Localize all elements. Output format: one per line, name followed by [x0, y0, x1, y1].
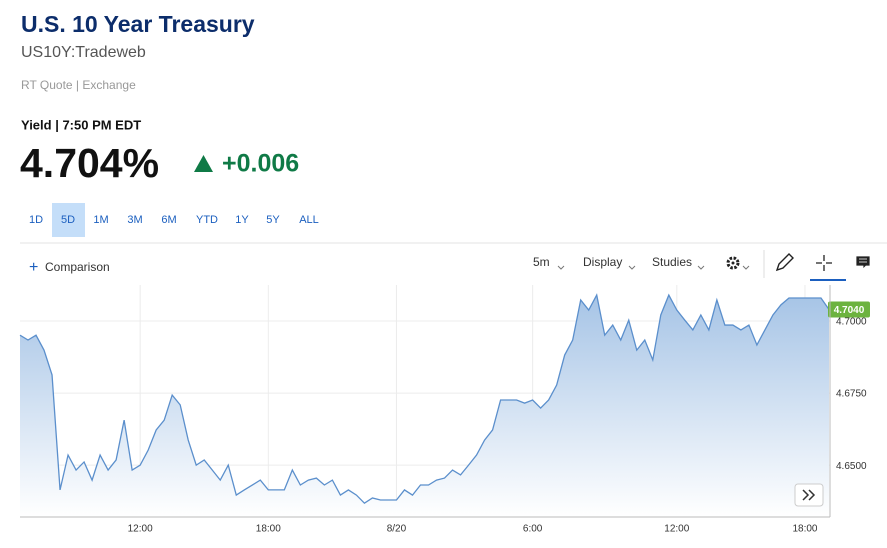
- range-button[interactable]: 1Y: [235, 214, 249, 226]
- plus-icon: +: [29, 259, 38, 276]
- area: [20, 295, 829, 517]
- symbol: US10Y:Tradeweb: [21, 44, 146, 61]
- title: U.S. 10 Year Treasury: [21, 11, 255, 37]
- chevron: [557, 265, 565, 270]
- x-tick-label: 12:00: [664, 524, 689, 535]
- range-button[interactable]: 6M: [161, 214, 176, 226]
- draw-icon[interactable]: [775, 253, 794, 272]
- x-tick-label: 6:00: [523, 524, 543, 535]
- notes-icon[interactable]: [855, 255, 871, 270]
- y-tick-label: 4.6500: [836, 461, 867, 472]
- x-tick-label: 18:00: [792, 524, 817, 535]
- quote-source: RT Quote | Exchange: [21, 78, 136, 92]
- chevron: [628, 265, 636, 270]
- range-button[interactable]: YTD: [196, 214, 218, 226]
- scroll-button[interactable]: [794, 483, 824, 507]
- chevron: [697, 265, 705, 270]
- price-tag-label: 4.7040: [834, 305, 865, 316]
- studies[interactable]: Studies: [652, 255, 692, 269]
- range-button[interactable]: 1D: [29, 214, 43, 226]
- range-button[interactable]: 3M: [127, 214, 142, 226]
- y-tick-label: 4.6750: [836, 389, 867, 400]
- range-highlight: [52, 203, 85, 237]
- range-button[interactable]: 1M: [93, 214, 108, 226]
- display[interactable]: Display: [583, 255, 622, 269]
- interval[interactable]: 5m: [533, 255, 550, 269]
- crosshair-icon[interactable]: [816, 255, 832, 271]
- price: 4.704%: [20, 140, 159, 186]
- change: +0.006: [222, 150, 299, 178]
- range-button[interactable]: 5D: [61, 214, 75, 226]
- up-arrow: [194, 155, 213, 172]
- range-button[interactable]: ALL: [299, 214, 319, 226]
- yield-label: Yield | 7:50 PM EDT: [21, 117, 141, 132]
- settings-icon[interactable]: [726, 256, 750, 270]
- line: [19, 293, 830, 504]
- price-tag: [828, 301, 870, 318]
- x-tick-label: 12:00: [128, 524, 153, 535]
- range-button[interactable]: 5Y: [266, 214, 280, 226]
- x-tick-label: 18:00: [256, 524, 281, 535]
- x-tick-label: 8/20: [387, 524, 407, 535]
- chart: 4.6500 4.6750 4.7000 12:00 18:00 8/20 6:00 12:0…: [19, 285, 870, 535]
- comparison[interactable]: Comparison: [45, 260, 110, 274]
- y-tick-label: 4.7000: [836, 317, 867, 328]
